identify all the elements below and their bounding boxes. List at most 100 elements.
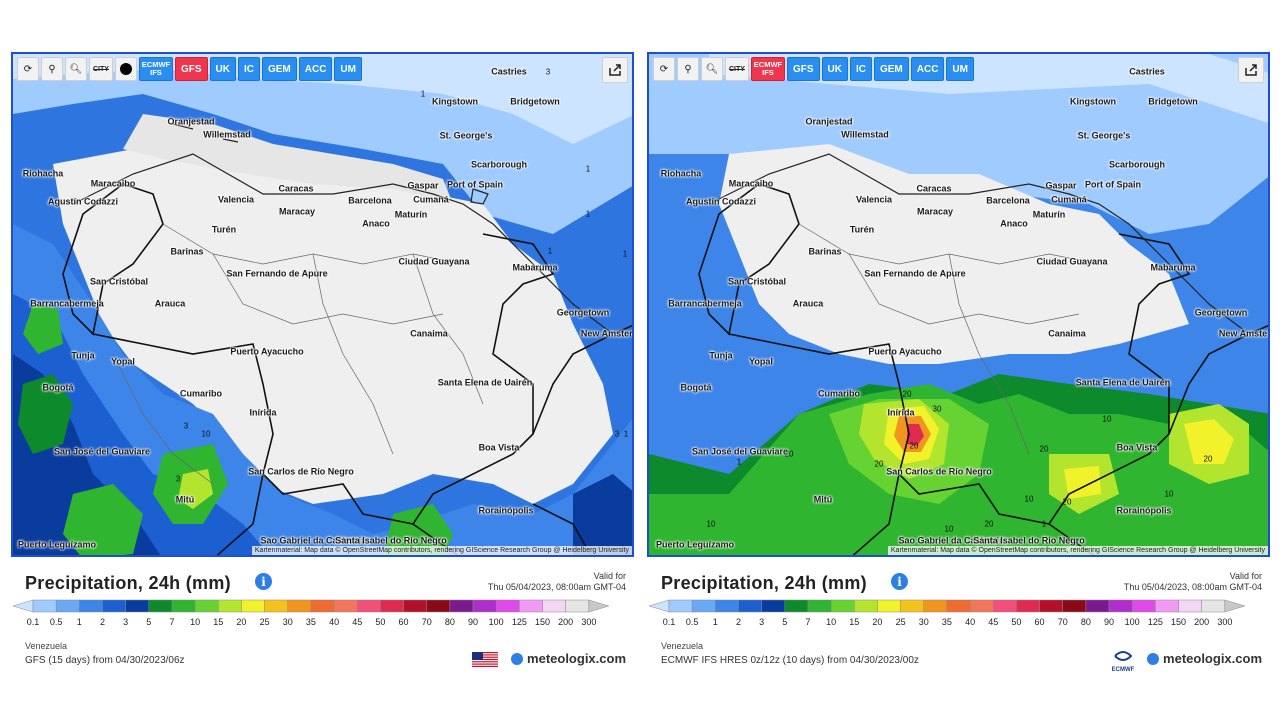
- brand-logo[interactable]: meteologix.com: [511, 651, 626, 666]
- city-label: Barcelona: [348, 195, 392, 206]
- city-label: Boa Vista: [478, 442, 520, 453]
- map-attribution: Kartenmaterial: Map data © OpenStreetMap…: [887, 546, 1268, 555]
- precipitation-map[interactable]: ⟳ ⚲ 🔍︎ CITY ECMWF IFS GFS UK IC GEM ACC …: [647, 52, 1270, 557]
- contour-label: 1: [623, 429, 629, 439]
- city-label: San Cristóbal: [89, 276, 149, 287]
- colorbar-segment: [969, 599, 994, 613]
- colorbar-tick-label: 60: [398, 617, 409, 627]
- model-button-gfs[interactable]: GFS: [174, 57, 208, 81]
- model-button-uk[interactable]: UK: [821, 57, 848, 81]
- model-button-ecmwf[interactable]: ECMWF IFS: [138, 57, 173, 81]
- model-button-ecmwf[interactable]: ECMWF IFS: [750, 57, 785, 81]
- model-button-uk[interactable]: UK: [209, 57, 236, 81]
- colorbar-tick-label: 1: [76, 617, 82, 627]
- colorbar-tick-label: 7: [805, 617, 811, 627]
- city-label: Bridgetown: [1148, 96, 1198, 107]
- colorbar-tick-label: 0.1: [662, 617, 676, 627]
- contour-label: 10: [1024, 494, 1034, 504]
- city-label: Willemstad: [841, 129, 889, 140]
- city-label: St. George's: [1077, 130, 1131, 141]
- colorbar-segment: [1062, 599, 1087, 613]
- colorbar-segment: [380, 599, 404, 613]
- colorbar-segment: [761, 599, 786, 613]
- contour-label: 1: [547, 246, 553, 256]
- model-button-gem[interactable]: GEM: [261, 57, 297, 81]
- city-label: Bogotá: [680, 382, 712, 393]
- colorbar-segment: [1178, 599, 1202, 613]
- zoom-icon[interactable]: 🔍︎: [701, 57, 723, 81]
- colorbar-tick-label: 10: [826, 617, 837, 627]
- colorbar-segment: [1016, 599, 1040, 613]
- refresh-icon[interactable]: ⟳: [653, 57, 675, 81]
- city-label: Mabaruma: [512, 262, 558, 273]
- model-button-ic[interactable]: IC: [849, 57, 872, 81]
- city-toggle-button[interactable]: CITY: [725, 57, 749, 81]
- city-label: Valencia: [855, 194, 893, 205]
- contour-label: 3: [183, 421, 189, 431]
- globe-icon: [1147, 652, 1160, 665]
- city-label: Port of Spain: [1085, 179, 1141, 190]
- colorbar-segment: [565, 599, 590, 613]
- city-label: Boa Vista: [1116, 442, 1158, 453]
- colorbar-segment: [519, 599, 543, 613]
- colorbar-tick-label: 60: [1034, 617, 1045, 627]
- refresh-icon[interactable]: ⟳: [17, 57, 39, 81]
- model-button-um[interactable]: UM: [946, 57, 974, 81]
- info-icon[interactable]: i: [255, 573, 272, 590]
- colorbar-segment: [830, 599, 855, 613]
- city-toggle-button[interactable]: CITY: [89, 57, 113, 81]
- map-panel-gfs: ⟳ ⚲ 🔍︎ CITY ECMWF IFS GFS UK IC GEM ACC …: [11, 52, 634, 672]
- share-icon[interactable]: [1238, 57, 1264, 83]
- contour-label: 20: [902, 389, 912, 399]
- model-button-um[interactable]: UM: [334, 57, 362, 81]
- model-button-acc[interactable]: ACC: [910, 57, 945, 81]
- black-dot-icon[interactable]: [114, 57, 137, 81]
- contour-label: 1: [585, 164, 591, 174]
- city-label: Bridgetown: [510, 96, 560, 107]
- colorbar-tick-label: 40: [329, 617, 340, 627]
- model-button-acc[interactable]: ACC: [298, 57, 333, 81]
- city-label: Inírida: [249, 407, 277, 418]
- city-label: Anaco: [362, 218, 390, 229]
- model-button-ic[interactable]: IC: [237, 57, 260, 81]
- colorbar-segment: [241, 599, 265, 613]
- city-label: Barinas: [808, 246, 842, 257]
- colorbar-segment: [264, 599, 289, 613]
- city-label: Valencia: [217, 194, 255, 205]
- share-icon[interactable]: [602, 57, 628, 83]
- contour-label: 10: [201, 429, 211, 439]
- precipitation-map[interactable]: ⟳ ⚲ 🔍︎ CITY ECMWF IFS GFS UK IC GEM ACC …: [11, 52, 634, 557]
- city-label: Agustín Codazzi: [686, 196, 756, 207]
- colorbar-segment: [807, 599, 832, 613]
- colorbar-segment: [1131, 599, 1156, 613]
- colorbar-tick-label: 0.5: [685, 617, 699, 627]
- brand-logo[interactable]: meteologix.com: [1147, 651, 1262, 666]
- ecmwf-logo-icon: [1114, 651, 1133, 661]
- colorbar-tick-label: 15: [213, 617, 224, 627]
- city-label: Puerto Ayacucho: [868, 346, 942, 357]
- contour-label: 1: [622, 249, 628, 259]
- model-button-gfs[interactable]: GFS: [786, 57, 820, 81]
- colorbar-tick-label: 150: [535, 617, 551, 627]
- model-button-gem[interactable]: GEM: [873, 57, 909, 81]
- legend-title: Precipitation, 24h (mm): [661, 573, 867, 593]
- colorbar: [12, 599, 610, 613]
- colorbar-tick-label: 0.1: [26, 617, 40, 627]
- colorbar-tick-label: 0.5: [49, 617, 63, 627]
- map-panel-ecmwf: ⟳ ⚲ 🔍︎ CITY ECMWF IFS GFS UK IC GEM ACC …: [647, 52, 1270, 673]
- city-label: Mitú: [175, 494, 195, 505]
- location-pin-icon[interactable]: ⚲: [41, 57, 63, 81]
- city-label: Cumaná: [1051, 194, 1087, 205]
- colorbar-tick-label: 7: [169, 617, 175, 627]
- city-label: Tunja: [71, 350, 95, 361]
- colorbar-tick-label: 25: [895, 617, 906, 627]
- colorbar-segment: [900, 599, 925, 613]
- colorbar-tick-label: 5: [146, 617, 152, 627]
- location-pin-icon[interactable]: ⚲: [677, 57, 699, 81]
- info-icon[interactable]: i: [891, 573, 908, 590]
- colorbar-tick-label: 5: [782, 617, 788, 627]
- colorbar-segment: [1039, 599, 1063, 613]
- city-label: Turén: [211, 224, 237, 235]
- city-label: Georgetown: [556, 307, 610, 318]
- zoom-icon[interactable]: 🔍︎: [65, 57, 87, 81]
